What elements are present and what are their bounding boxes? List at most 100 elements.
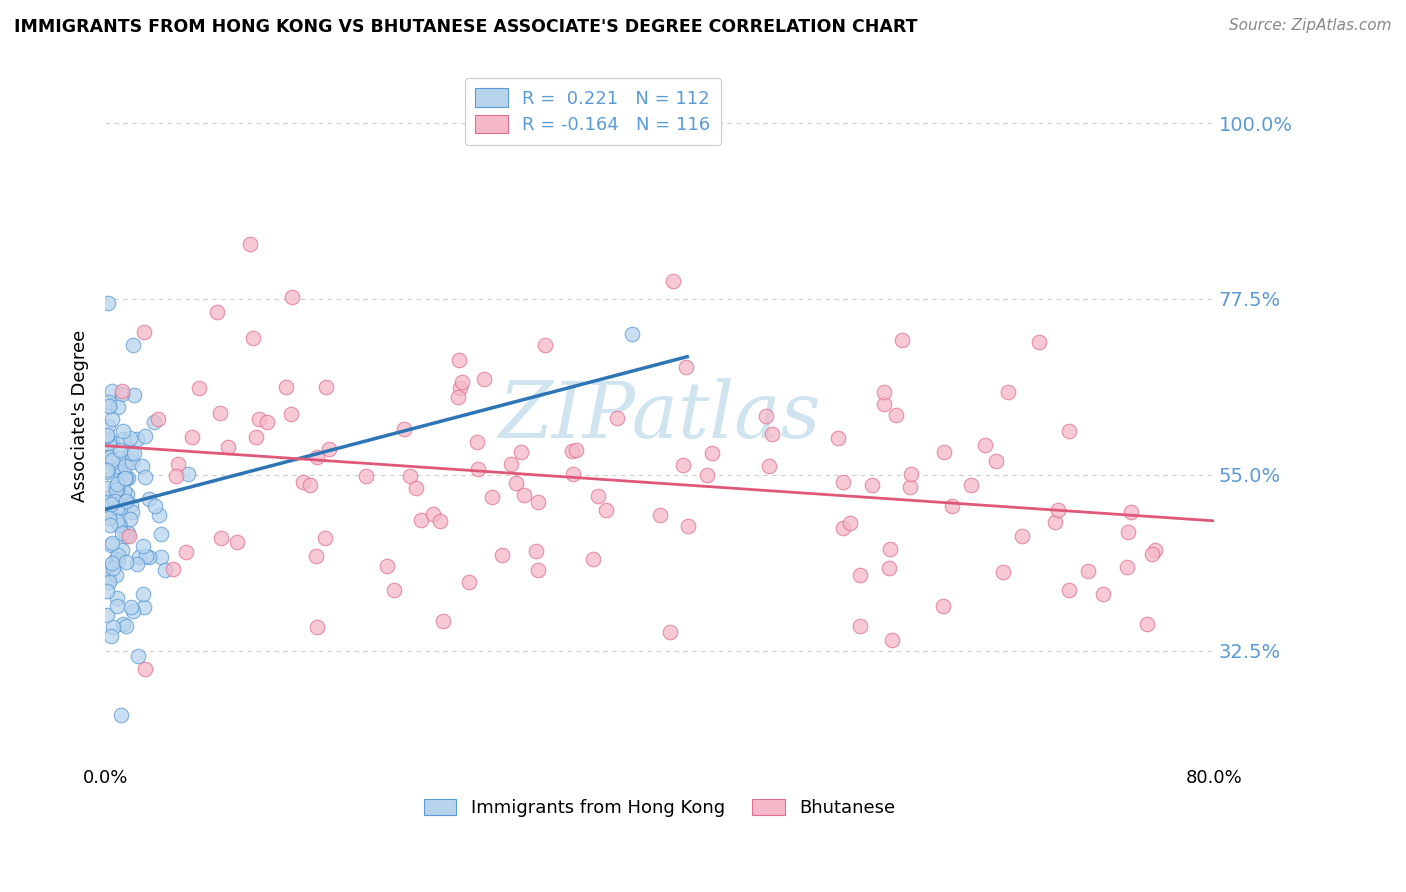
Point xyxy=(678,519,700,533)
Point xyxy=(96,428,118,442)
Point xyxy=(429,514,451,528)
Point xyxy=(758,459,780,474)
Point xyxy=(97,462,120,476)
Point xyxy=(132,325,155,339)
Point xyxy=(1059,424,1081,438)
Point xyxy=(111,424,134,438)
Point xyxy=(281,290,304,304)
Point xyxy=(98,399,121,413)
Point xyxy=(97,491,120,506)
Point xyxy=(118,512,141,526)
Point xyxy=(187,380,209,394)
Point xyxy=(96,466,118,480)
Point xyxy=(97,437,120,451)
Point xyxy=(117,526,139,541)
Point xyxy=(107,554,129,568)
Point xyxy=(138,550,160,565)
Point xyxy=(499,457,522,471)
Point xyxy=(111,432,134,446)
Point xyxy=(831,521,853,535)
Point xyxy=(104,483,127,498)
Point xyxy=(534,338,557,352)
Point xyxy=(124,446,146,460)
Point xyxy=(120,600,142,615)
Point xyxy=(121,338,143,352)
Point xyxy=(165,469,187,483)
Point xyxy=(755,409,778,423)
Point xyxy=(121,505,143,519)
Point xyxy=(932,445,955,459)
Point xyxy=(465,435,488,450)
Point xyxy=(132,539,155,553)
Point xyxy=(107,549,129,563)
Point xyxy=(527,563,550,577)
Point xyxy=(122,388,145,402)
Legend: Immigrants from Hong Kong, Bhutanese: Immigrants from Hong Kong, Bhutanese xyxy=(416,791,903,824)
Point xyxy=(125,433,148,447)
Point xyxy=(891,334,914,348)
Point xyxy=(115,487,138,501)
Point xyxy=(595,503,617,517)
Point xyxy=(318,442,340,457)
Point xyxy=(974,438,997,452)
Point xyxy=(100,384,122,398)
Point xyxy=(108,450,131,465)
Point xyxy=(134,429,156,443)
Point xyxy=(1119,505,1142,519)
Point xyxy=(882,633,904,648)
Point xyxy=(105,459,128,474)
Point xyxy=(931,599,953,614)
Point xyxy=(299,477,322,491)
Point xyxy=(879,541,901,556)
Point xyxy=(1116,525,1139,540)
Point xyxy=(941,499,963,513)
Point xyxy=(662,274,685,288)
Point xyxy=(467,462,489,476)
Point xyxy=(118,528,141,542)
Point xyxy=(110,708,132,723)
Point xyxy=(105,551,128,566)
Point xyxy=(149,527,172,541)
Point xyxy=(245,429,267,443)
Y-axis label: Associate's Degree: Associate's Degree xyxy=(72,330,89,502)
Point xyxy=(832,475,855,489)
Point xyxy=(209,406,232,420)
Point xyxy=(526,495,548,509)
Point xyxy=(860,477,883,491)
Text: Source: ZipAtlas.com: Source: ZipAtlas.com xyxy=(1229,18,1392,33)
Point xyxy=(398,468,420,483)
Point xyxy=(149,550,172,565)
Point xyxy=(115,555,138,569)
Point xyxy=(239,236,262,251)
Point xyxy=(98,575,121,590)
Point xyxy=(134,600,156,615)
Point xyxy=(1043,515,1066,529)
Point xyxy=(125,558,148,572)
Point xyxy=(177,467,200,482)
Point xyxy=(111,617,134,632)
Point xyxy=(96,429,118,443)
Point xyxy=(100,538,122,552)
Point xyxy=(100,557,122,571)
Point xyxy=(561,467,583,482)
Point xyxy=(849,619,872,633)
Point xyxy=(148,411,170,425)
Point xyxy=(274,380,297,394)
Point xyxy=(96,583,118,598)
Point xyxy=(873,385,896,400)
Point xyxy=(155,563,177,577)
Point xyxy=(510,444,533,458)
Text: ZIPatlas: ZIPatlas xyxy=(498,378,821,454)
Point xyxy=(354,469,377,483)
Point xyxy=(121,604,143,618)
Point xyxy=(115,619,138,633)
Point xyxy=(108,443,131,458)
Point xyxy=(131,459,153,474)
Point xyxy=(120,499,142,513)
Point xyxy=(105,477,128,491)
Point xyxy=(1142,547,1164,561)
Point xyxy=(138,492,160,507)
Point xyxy=(96,462,118,476)
Point xyxy=(305,549,328,563)
Point xyxy=(659,625,682,640)
